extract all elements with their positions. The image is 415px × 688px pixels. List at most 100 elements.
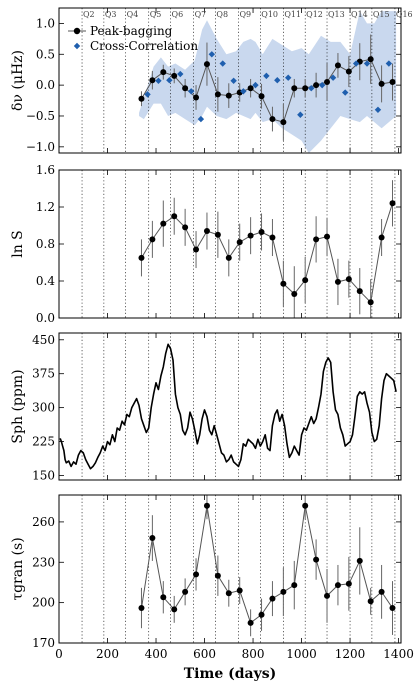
x-tick-label: 400	[145, 647, 168, 661]
quarter-label: Q14	[351, 10, 368, 19]
cross-correlation-point	[308, 85, 315, 92]
y-tick-label: 300	[32, 401, 55, 415]
y-tick-label: 200	[32, 596, 55, 610]
y-tick-label: 450	[32, 333, 55, 347]
cross-correlation-point	[342, 89, 349, 96]
data-point	[313, 556, 320, 563]
cross-correlation-point	[385, 60, 393, 67]
cross-correlation-point	[240, 88, 247, 95]
data-point	[258, 228, 265, 235]
y-tick-label: −1.0	[26, 140, 55, 154]
data-point	[378, 588, 385, 595]
cross-correlation-point	[329, 74, 337, 81]
quarter-label: Q8	[216, 10, 228, 19]
quarter-label: Q4	[127, 10, 139, 19]
data-point	[313, 82, 320, 89]
data-point	[302, 502, 309, 509]
data-point	[324, 592, 331, 599]
data-point	[269, 595, 276, 602]
x-tick-label: 1000	[286, 647, 317, 661]
data-point	[225, 92, 232, 99]
x-tick-label: 1400	[383, 647, 414, 661]
data-point	[247, 85, 254, 92]
quarter-label: Q11	[284, 10, 301, 19]
data-point	[269, 116, 276, 123]
legend-marker-cross	[73, 42, 81, 50]
data-point	[193, 246, 200, 253]
data-point	[214, 91, 221, 98]
data-point	[203, 61, 210, 68]
data-point	[236, 239, 243, 246]
data-point	[149, 535, 156, 542]
plot-area	[59, 333, 397, 480]
data-point	[389, 605, 396, 612]
data-point	[356, 288, 363, 295]
cross-correlation-point	[297, 111, 304, 118]
cross-correlation-point	[219, 60, 226, 67]
panel-delta-nu: −1.0 −0.5 0.0 0.5 1.0 δν (μHz) Q2 Q3 Q4 Q5 Q6 Q7 Q8 Q…	[10, 7, 413, 154]
data-point	[138, 605, 145, 612]
data-point	[138, 95, 145, 102]
cross-correlation-point	[166, 76, 173, 84]
data-point	[247, 232, 254, 239]
data-point	[171, 72, 178, 79]
data-point	[269, 234, 276, 241]
y-axis-label: ln S	[10, 230, 26, 258]
data-point	[367, 56, 374, 63]
data-point	[171, 606, 178, 613]
data-point	[345, 276, 352, 283]
data-point	[345, 580, 352, 587]
panel-frame	[58, 169, 402, 319]
data-point	[160, 594, 167, 601]
legend-label-peak: Peak-bagging	[90, 24, 173, 38]
quarter-label: Q5	[150, 10, 162, 19]
data-point	[356, 557, 363, 564]
legend-marker-peak	[73, 27, 81, 35]
data-point	[378, 80, 385, 87]
cross-correlation-point	[352, 60, 360, 67]
data-point	[334, 278, 341, 285]
cross-correlation-point	[285, 74, 292, 81]
quarter-label: Q7	[195, 10, 207, 19]
quarter-label: Q12	[306, 10, 323, 19]
y-tick-label: 0.0	[36, 311, 55, 325]
data-point	[149, 77, 156, 84]
data-point	[203, 228, 210, 235]
y-tick-label: 0.4	[36, 274, 55, 288]
data-point	[334, 62, 341, 69]
data-point	[138, 254, 145, 261]
quarter-label: Q6	[172, 10, 184, 19]
data-point	[324, 79, 331, 86]
y-tick-label: 170	[32, 636, 55, 650]
y-tick-label: 150	[32, 468, 55, 482]
data-point	[193, 571, 200, 578]
data-point	[302, 85, 309, 92]
quarter-label: Q2	[83, 10, 95, 19]
cross-correlation-point	[363, 60, 371, 67]
panel-frame	[58, 494, 402, 644]
quarter-label: Q15	[373, 10, 390, 19]
y-tick-label: 0.8	[36, 237, 55, 251]
cross-correlation-point	[374, 106, 382, 114]
data-point	[225, 590, 232, 597]
data-point	[258, 93, 265, 100]
panel-frame	[58, 332, 402, 481]
data-point	[171, 213, 178, 220]
data-point	[345, 68, 352, 75]
plot-area	[81, 170, 396, 318]
data-point	[367, 598, 374, 605]
data-point	[160, 220, 167, 227]
data-point	[313, 236, 320, 243]
x-tick-label: 200	[96, 647, 119, 661]
plot-area	[81, 8, 397, 153]
data-point	[182, 85, 189, 92]
y-tick-label: 1.2	[36, 200, 55, 214]
y-tick-label: 225	[32, 435, 55, 449]
y-tick-label: −0.5	[26, 109, 55, 123]
cross-correlation-point	[263, 72, 270, 80]
data-point	[225, 254, 232, 261]
cross-correlation-point	[197, 115, 205, 123]
data-point	[160, 69, 167, 76]
data-point	[334, 582, 341, 589]
sph-line	[59, 343, 397, 470]
